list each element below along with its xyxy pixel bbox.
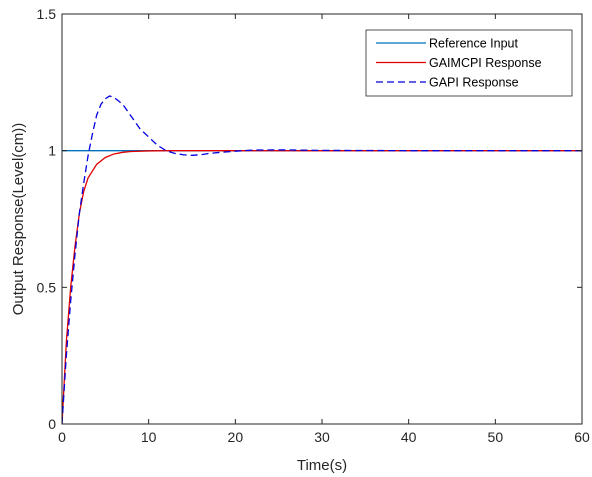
axes-layer: 0 10 20 30 40 50 60 0 0.5 1 1.5: [37, 6, 590, 445]
series-line-gaimcpi-response: [62, 150, 582, 424]
x-tick-label: 10: [141, 429, 157, 445]
y-tick-label: 0: [48, 416, 56, 432]
x-tick-label: 40: [401, 429, 417, 445]
y-tick-label: 0.5: [37, 279, 57, 295]
y-axis-label: Output Response(Level(cm)): [10, 123, 27, 316]
x-tick-label: 0: [58, 429, 66, 445]
x-tick-label: 30: [314, 429, 330, 445]
legend-entry-label: Reference Input: [429, 37, 518, 51]
x-tick-label: 50: [488, 429, 504, 445]
series-layer: [62, 95, 582, 424]
x-tick-label: 60: [574, 429, 590, 445]
y-tick-label: 1.5: [37, 6, 57, 22]
x-tick-label: 20: [228, 429, 244, 445]
legend: Reference Input GAIMCPI Response GAPI Resp…: [365, 29, 573, 97]
y-tick-label: 1: [48, 143, 56, 159]
legend-entry-label: GAPI Response: [429, 76, 519, 90]
x-axis-label: Time(s): [297, 457, 347, 474]
series-line-gapi-response: [62, 95, 582, 424]
legend-entry-label: GAIMCPI Response: [429, 56, 542, 70]
